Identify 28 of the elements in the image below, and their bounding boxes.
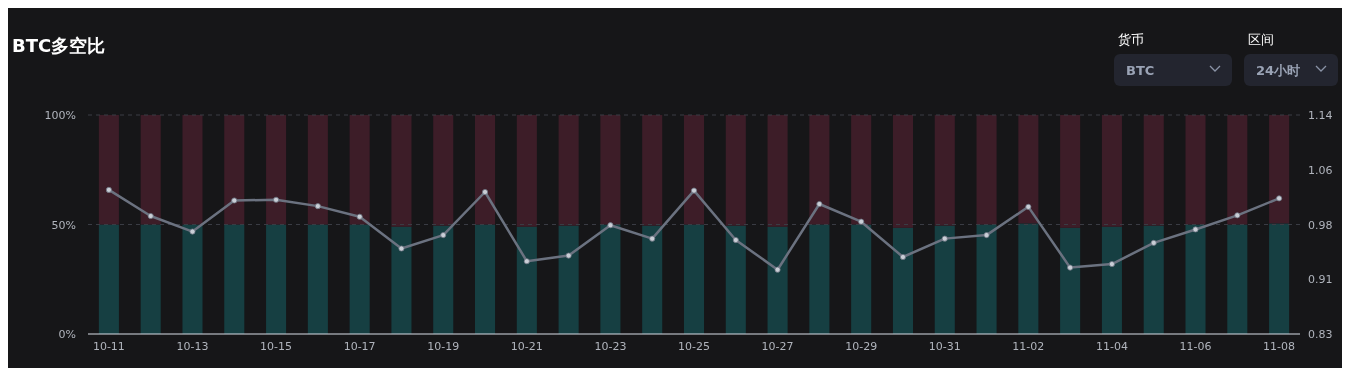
x-tick-label: 11-04 [1095, 340, 1128, 353]
x-tick-label: 11-08 [1263, 340, 1296, 353]
chart-title: BTC多空比 [12, 35, 106, 56]
y-tick-label: 0% [58, 328, 76, 341]
x-tick-label: 11-02 [1012, 340, 1045, 353]
y2-tick-label: 0.83 [1308, 328, 1333, 341]
y-tick-label: 50% [51, 218, 76, 232]
y2-tick-label: 0.98 [1308, 218, 1333, 232]
text: 区间 [1248, 32, 1274, 47]
x-tick-label: 10-21 [510, 340, 543, 353]
y2-tick-label: 1.06 [1308, 163, 1333, 177]
text: 货币 [1118, 32, 1144, 47]
y-tick-label: 100% [44, 109, 76, 122]
x-tick-label: 10-11 [92, 340, 125, 353]
x-tick-label: 10-25 [678, 340, 710, 353]
x-tick-label: 10-13 [176, 340, 209, 353]
x-tick-label: 10-15 [260, 340, 293, 353]
y2-tick-label: 0.91 [1308, 273, 1333, 287]
x-tick-label: 10-19 [427, 340, 460, 353]
text: 24小时 [1256, 63, 1301, 78]
x-tick-label: 10-31 [928, 340, 961, 353]
text: BTC [1126, 63, 1155, 78]
y2-tick-label: 1.14 [1308, 109, 1333, 122]
x-tick-label: 11-06 [1179, 340, 1212, 353]
x-tick-label: 10-29 [845, 340, 878, 353]
x-tick-label: 10-17 [343, 340, 376, 353]
x-tick-label: 10-23 [594, 340, 627, 353]
x-tick-label: 10-27 [761, 340, 794, 353]
